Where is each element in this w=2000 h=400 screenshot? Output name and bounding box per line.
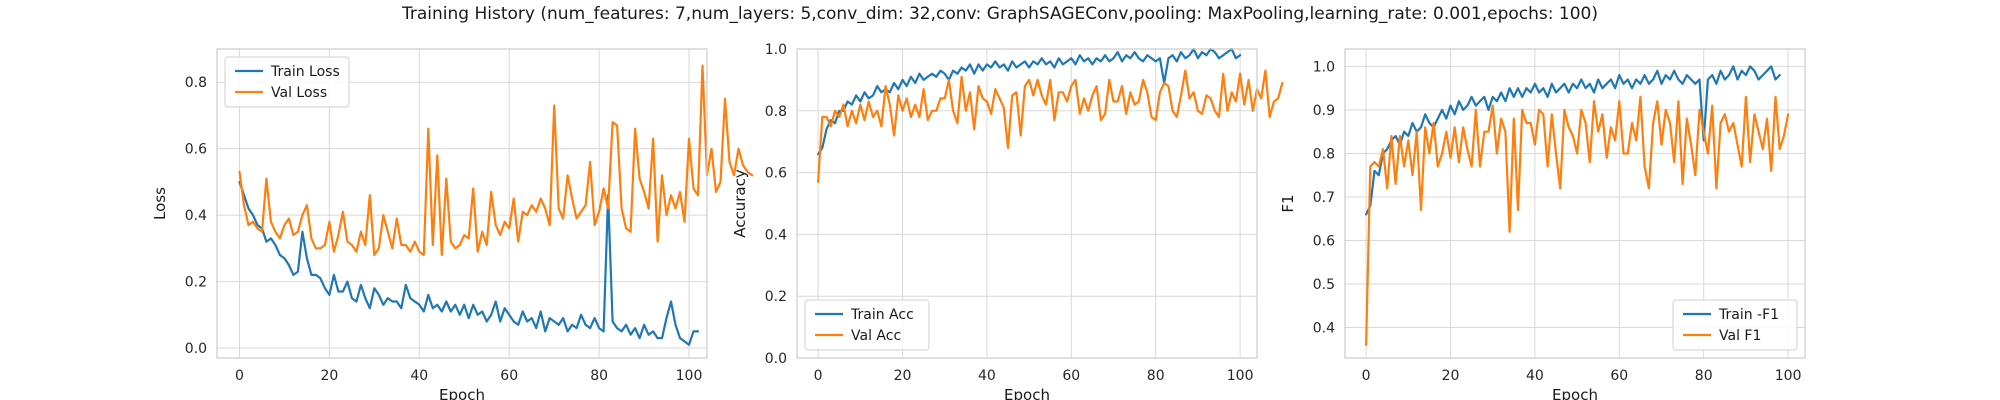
legend-box (1672, 299, 1798, 351)
y-tick-label: 0.0 (765, 351, 787, 367)
x-tick-label: 60 (1610, 368, 1628, 384)
series-line-val-f1 (1364, 95, 1790, 346)
y-axis-label: F1 (1279, 194, 1297, 212)
y-tick-label: 0.2 (185, 275, 207, 291)
legend-label-train-acc: Train Acc (850, 307, 914, 323)
x-tick-label: 0 (814, 368, 823, 384)
axes-frame (216, 48, 708, 359)
series-line-train-acc (816, 47, 1242, 156)
x-tick-label: 80 (1147, 368, 1165, 384)
x-tick-label: 20 (320, 368, 338, 384)
x-tick-label: 60 (1062, 368, 1080, 384)
y-tick-label: 0.8 (1313, 146, 1335, 162)
x-tick-label: 80 (590, 368, 608, 384)
x-axis-label: Epoch (1552, 386, 1598, 400)
y-tick-label: 0.8 (185, 75, 207, 91)
y-tick-label: 1.0 (1313, 59, 1335, 75)
y-tick-label: 0.9 (1313, 103, 1335, 119)
series-line-train-f1 (1364, 65, 1781, 216)
legend-box (804, 299, 930, 351)
y-tick-label: 0.6 (1313, 233, 1335, 249)
axes-frame (796, 48, 1258, 359)
legend-label-train-f1: Train -F1 (1718, 307, 1779, 323)
legend: Train -F1 Val F1 (1672, 299, 1798, 351)
axes-frame (1344, 48, 1806, 359)
series-line-val-loss (238, 64, 754, 257)
y-tick-label: 0.4 (765, 227, 787, 243)
x-tick-label: 80 (1695, 368, 1713, 384)
y-tick-label: 0.6 (185, 142, 207, 158)
legend: Train Acc Val Acc (804, 299, 930, 351)
x-tick-label: 100 (1227, 368, 1254, 384)
y-tick-label: 1.0 (765, 42, 787, 58)
y-axis-label: Loss (151, 187, 169, 220)
x-tick-label: 100 (676, 368, 703, 384)
x-tick-label: 40 (1526, 368, 1544, 384)
legend-box (224, 56, 350, 108)
x-tick-label: 20 (1442, 368, 1460, 384)
y-tick-label: 0.2 (765, 289, 787, 305)
y-tick-label: 0.6 (765, 166, 787, 182)
x-tick-label: 0 (1362, 368, 1371, 384)
x-tick-label: 0 (235, 368, 244, 384)
figure-title: Training History (num_features: 7,num_la… (402, 4, 1598, 24)
y-axis-label: Accuracy (731, 169, 749, 238)
legend: Train Loss Val Loss (224, 56, 350, 108)
y-tick-label: 0.5 (1313, 277, 1335, 293)
y-tick-label: 0.4 (185, 208, 207, 224)
legend-label-train-loss: Train Loss (270, 64, 340, 80)
legend-label-val-acc: Val Acc (851, 328, 901, 344)
x-tick-label: 40 (410, 368, 428, 384)
legend-label-val-f1: Val F1 (1719, 328, 1761, 344)
y-tick-label: 0.8 (765, 104, 787, 120)
x-tick-label: 20 (894, 368, 912, 384)
series-line-val-acc (816, 69, 1284, 183)
x-tick-label: 40 (978, 368, 996, 384)
y-tick-label: 0.7 (1313, 190, 1335, 206)
x-tick-label: 100 (1775, 368, 1802, 384)
legend-label-val-loss: Val Loss (271, 85, 327, 101)
x-axis-label: Epoch (1004, 386, 1050, 400)
y-tick-label: 0.0 (185, 341, 207, 357)
y-tick-label: 0.4 (1313, 321, 1335, 337)
x-axis-label: Epoch (439, 386, 485, 400)
x-tick-label: 60 (500, 368, 518, 384)
series-line-train-loss (238, 180, 700, 346)
